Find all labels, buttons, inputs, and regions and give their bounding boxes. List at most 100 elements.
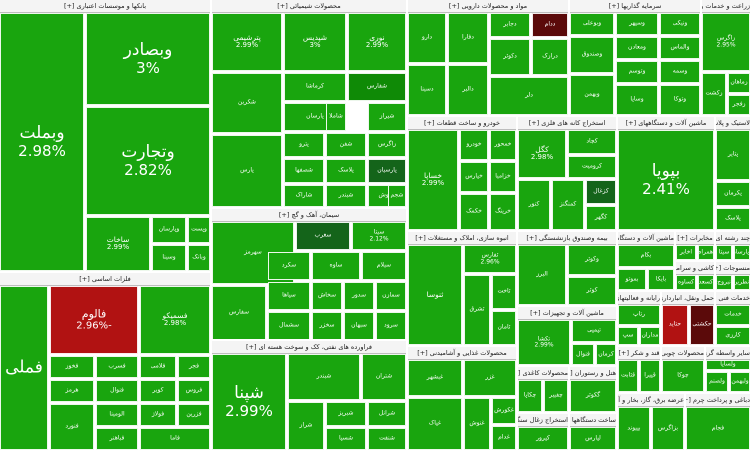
treemap-cell[interactable]: ثاخت	[492, 275, 516, 309]
sector-header[interactable]: مواد و محصولات دارویی [+]	[408, 0, 568, 13]
treemap-cell[interactable]: مداران	[640, 327, 660, 345]
treemap-cell[interactable]: سیتا 2.12%	[352, 222, 406, 250]
treemap-cell[interactable]: کارزی	[716, 327, 750, 345]
treemap-cell[interactable]: هرمز	[50, 380, 94, 402]
treemap-cell[interactable]: شفارس	[348, 73, 406, 101]
treemap-cell[interactable]: زاگرس	[368, 133, 406, 157]
treemap-cell[interactable]: غنوش	[464, 398, 490, 450]
sector-header[interactable]: محصولات شیمیائی [+]	[212, 0, 406, 13]
treemap-cell[interactable]: درازک	[532, 39, 568, 75]
treemap-cell[interactable]: سیتا	[716, 245, 732, 260]
sector-header[interactable]: ساخت دستگاهها و وسایل ارتباطی [+]	[570, 414, 616, 427]
treemap-cell[interactable]: وبهمن	[570, 75, 614, 115]
treemap-cell[interactable]: دارو	[408, 13, 446, 63]
treemap-cell[interactable]: فالوم -2.96%	[50, 286, 138, 354]
treemap-cell[interactable]: فباهنر	[96, 428, 138, 450]
treemap-cell[interactable]: ثشرق	[464, 275, 490, 345]
treemap-cell[interactable]: بايکا	[648, 269, 674, 290]
treemap-cell[interactable]: شبندر	[288, 354, 360, 400]
treemap-cell[interactable]: زفجر	[728, 95, 750, 115]
treemap-cell[interactable]: کساوه	[676, 275, 696, 290]
treemap-cell[interactable]: سشمال	[268, 312, 310, 339]
treemap-cell[interactable]: کپرور	[518, 427, 568, 450]
sector-header[interactable]: ماشین آلات و دستگاههای [+]	[618, 117, 714, 130]
sector-header[interactable]: محصولات کاغذی [+]	[518, 367, 568, 380]
treemap-cell[interactable]: چفیبر	[544, 380, 568, 412]
treemap-cell[interactable]: ثنوسا	[408, 245, 462, 345]
treemap-cell[interactable]: خرینگ	[490, 194, 516, 230]
treemap-cell[interactable]: کچاد	[568, 130, 616, 154]
treemap-cell[interactable]: زماهان	[728, 73, 750, 93]
sector-header[interactable]: دباغی و پرداخت چرم [+]	[686, 394, 750, 407]
treemap-cell[interactable]: نبروج	[716, 275, 732, 290]
treemap-cell[interactable]: ونیکی	[660, 13, 700, 35]
treemap-cell[interactable]: سفارس	[212, 286, 266, 339]
sector-header[interactable]: عرضه برق، گاز، بخار و آب گرم [+]	[618, 394, 684, 407]
sector-header[interactable]: حمل ونقل، انبارداری و ارتباطات [+]	[662, 292, 714, 305]
sector-header[interactable]: محصولات چوبی [+]	[662, 347, 704, 360]
treemap-cell[interactable]: سمازن	[376, 282, 406, 310]
treemap-cell[interactable]: وپست	[188, 217, 210, 243]
treemap-cell[interactable]: ثامان	[492, 311, 516, 345]
treemap-cell[interactable]: شفن	[326, 133, 366, 157]
sector-header[interactable]: هتل و رستوران [+]	[570, 367, 616, 380]
treemap-cell[interactable]: تپمپی	[572, 320, 616, 342]
treemap-cell[interactable]: فنوال	[572, 344, 594, 365]
treemap-cell[interactable]: بپیوند	[618, 407, 650, 450]
treemap-cell[interactable]: والماس	[660, 37, 700, 59]
treemap-cell[interactable]: فخوز	[50, 356, 94, 378]
treemap-cell[interactable]: خزامیا	[490, 162, 516, 192]
treemap-cell[interactable]: لپارس	[570, 427, 616, 450]
treemap-cell[interactable]: سدور	[344, 282, 374, 310]
sector-header[interactable]: رایانه و فعالیتهای وابسته [+]	[618, 292, 660, 305]
treemap-cell[interactable]: کوثر	[568, 277, 616, 305]
treemap-cell[interactable]: ساخات 2.99%	[86, 217, 150, 271]
treemap-cell[interactable]: قپیرا	[640, 360, 660, 392]
treemap-cell[interactable]: وصندوق	[570, 37, 614, 73]
sector-header[interactable]: فلزات اساسی [+]	[0, 273, 210, 286]
treemap-cell[interactable]: سخزر	[312, 312, 342, 339]
treemap-cell[interactable]: فولاژ	[140, 404, 176, 426]
treemap-cell[interactable]: کگهر	[586, 206, 616, 230]
treemap-cell[interactable]: پکرمان	[716, 182, 750, 206]
treemap-cell[interactable]: خکمک	[460, 194, 488, 230]
treemap-cell[interactable]: دسینا	[408, 65, 446, 115]
sector-header[interactable]: سایر واسطه گری مالی [+]	[706, 347, 750, 360]
treemap-cell[interactable]: کرمان	[596, 344, 616, 365]
treemap-cell[interactable]: اخابر	[676, 245, 696, 260]
sector-header[interactable]: سیمان، آهک و گچ [+]	[212, 209, 406, 222]
treemap-cell[interactable]: همراه	[698, 245, 714, 260]
treemap-cell[interactable]: پلاسک	[716, 208, 750, 230]
sector-header[interactable]: لاستیک و پلاستیک [+]	[716, 117, 750, 130]
treemap-cell[interactable]: فجر	[178, 356, 210, 378]
treemap-cell[interactable]: وسمه	[660, 61, 700, 83]
treemap-cell[interactable]: خدمات	[716, 305, 750, 325]
treemap-cell[interactable]: سپاها	[268, 282, 310, 310]
treemap-cell[interactable]: چکاپا	[518, 380, 542, 412]
sector-header[interactable]: محصولات غذایی و آشامیدنی [+]	[408, 347, 516, 360]
treemap-cell[interactable]: خمحور	[490, 130, 516, 160]
treemap-cell[interactable]: ولبهمن	[730, 372, 750, 392]
treemap-cell[interactable]: فلامی	[140, 356, 176, 378]
treemap-cell[interactable]: وبملت 2.98%	[0, 13, 84, 271]
treemap-cell[interactable]: پارسان	[734, 245, 750, 260]
treemap-cell[interactable]: بزاگرس	[652, 407, 684, 450]
sector-header[interactable]: انبوه سازی، املاک و مستغلات [+]	[408, 232, 516, 245]
treemap-cell[interactable]: سخاش	[312, 282, 342, 310]
treemap-cell[interactable]: بپویا 2.41%	[618, 130, 714, 230]
treemap-cell[interactable]: شیراز	[368, 103, 406, 131]
treemap-cell[interactable]: وبانک	[188, 245, 210, 271]
treemap-cell[interactable]: وبصادر 3%	[86, 13, 210, 105]
treemap-cell[interactable]: وتوکا	[660, 85, 700, 115]
treemap-cell[interactable]: کروميت	[568, 156, 616, 178]
treemap-cell[interactable]: پارسیان	[368, 159, 406, 183]
treemap-cell[interactable]: شنفت	[368, 428, 406, 450]
treemap-cell[interactable]: زکشت	[702, 73, 726, 115]
treemap-cell[interactable]: وسپهر	[616, 13, 658, 35]
treemap-cell[interactable]: کمنگنز	[552, 180, 584, 230]
treemap-cell[interactable]: گکوثر	[570, 380, 616, 412]
treemap-cell[interactable]: شبریز	[326, 402, 366, 426]
treemap-cell[interactable]: ولساپا	[706, 360, 750, 370]
treemap-cell[interactable]: پتایر	[716, 130, 750, 180]
treemap-cell[interactable]: فجام	[686, 407, 750, 450]
